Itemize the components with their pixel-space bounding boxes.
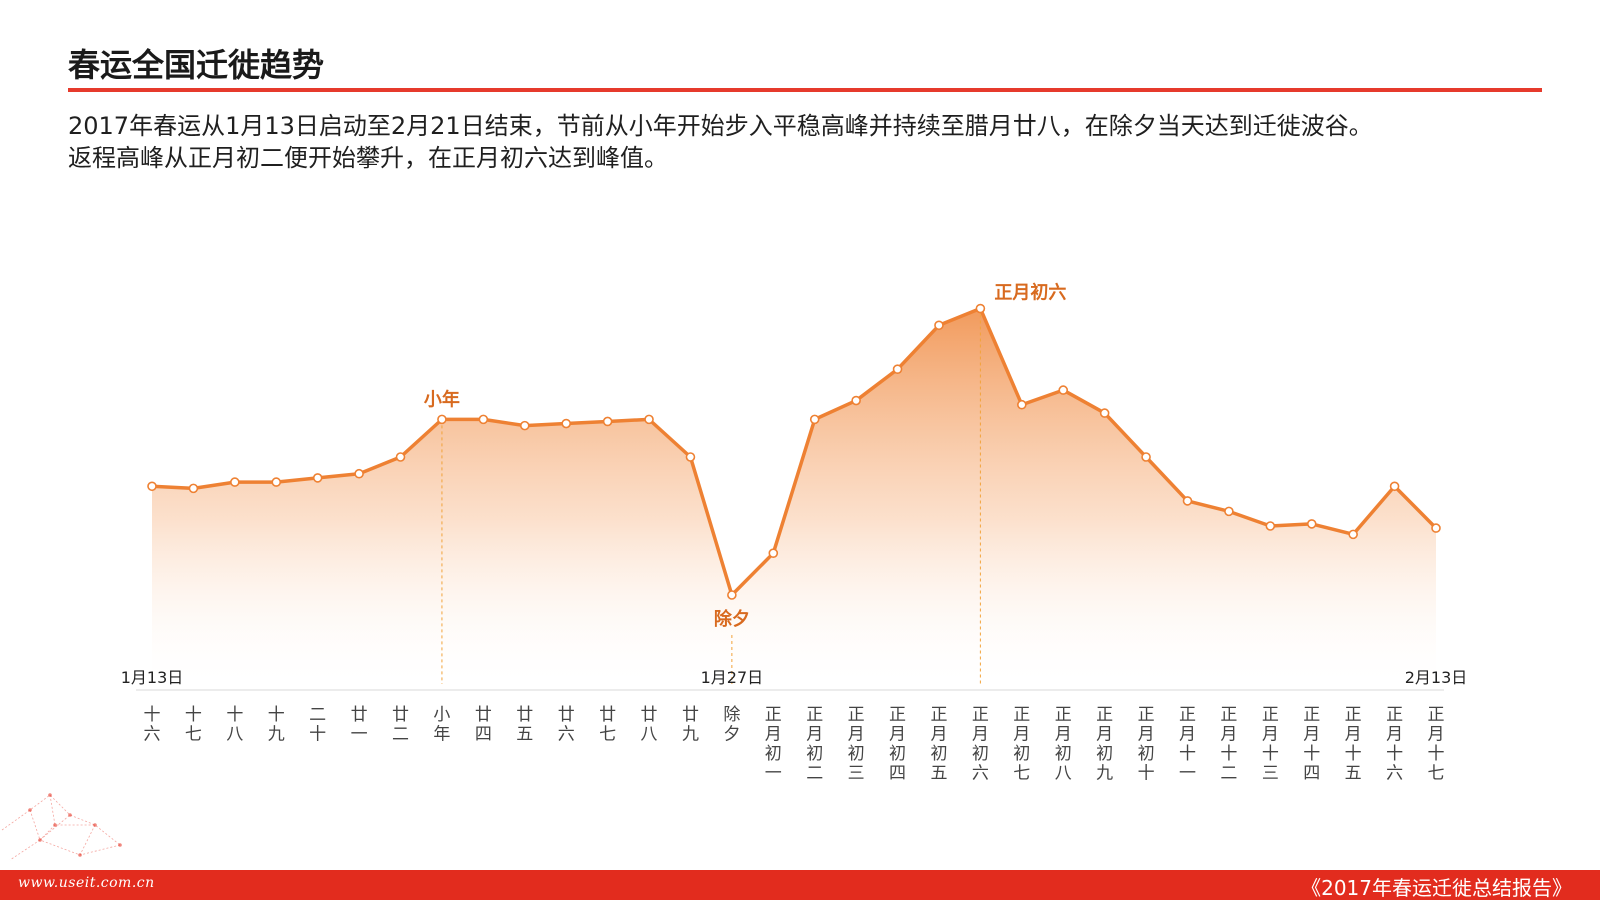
data-point bbox=[975, 303, 986, 314]
x-tick-label: 廿八 bbox=[641, 705, 658, 745]
data-point bbox=[1265, 521, 1276, 531]
data-point bbox=[1099, 408, 1110, 418]
x-tick-label: 正月十二 bbox=[1220, 705, 1237, 784]
data-point bbox=[561, 418, 571, 429]
data-point bbox=[437, 414, 447, 425]
annotation-label: 小年 bbox=[424, 388, 460, 410]
data-point bbox=[644, 414, 654, 425]
series-line bbox=[151, 306, 1438, 597]
annotation-label: 正月初六 bbox=[994, 282, 1066, 304]
footer-report-title: 《2017年春运迁徙总结报告》 bbox=[1301, 876, 1572, 900]
x-tick-label: 正月十三 bbox=[1262, 705, 1279, 784]
x-tick-label: 廿一 bbox=[351, 705, 368, 745]
description-line-1: 2017年春运从1月13日启动至2月21日结束，节前从小年开始步入平稳高峰并持续… bbox=[68, 112, 1373, 140]
footer-bar bbox=[0, 870, 1600, 900]
data-point bbox=[727, 590, 737, 600]
x-tick-label: 正月初十 bbox=[1138, 705, 1155, 784]
annotation-label: 除夕 bbox=[714, 608, 750, 630]
x-tick-label: 正月十四 bbox=[1303, 705, 1320, 784]
x-tick-label: 正月十六 bbox=[1386, 705, 1403, 784]
page-title: 春运全国迁徙趋势 bbox=[68, 46, 325, 84]
x-tick-label: 廿二 bbox=[392, 705, 409, 745]
data-point bbox=[892, 364, 903, 374]
x-tick-label: 正月初八 bbox=[1055, 705, 1072, 784]
x-tick-label: 廿五 bbox=[516, 705, 533, 745]
date-label: 1月13日 bbox=[121, 668, 184, 687]
x-tick-label: 除夕 bbox=[723, 705, 740, 745]
x-tick-label: 二十 bbox=[309, 705, 326, 745]
x-tick-label: 正月初一 bbox=[765, 705, 782, 784]
data-point bbox=[312, 473, 323, 483]
data-point bbox=[809, 414, 820, 425]
data-point bbox=[271, 477, 282, 487]
date-label: 1月27日 bbox=[701, 668, 764, 687]
title-underline bbox=[68, 88, 1542, 92]
data-point bbox=[1306, 519, 1317, 529]
data-point bbox=[602, 416, 613, 427]
x-tick-label: 十六 bbox=[144, 705, 161, 745]
x-tick-label: 正月初九 bbox=[1096, 705, 1113, 784]
x-tick-label: 正月初七 bbox=[1013, 705, 1030, 784]
x-tick-label: 小年 bbox=[433, 705, 450, 745]
date-label: 2月13日 bbox=[1405, 668, 1468, 687]
x-tick-label: 正月初三 bbox=[848, 705, 865, 784]
data-point bbox=[1224, 506, 1234, 517]
data-point bbox=[230, 477, 240, 487]
data-point bbox=[1141, 452, 1151, 462]
data-point bbox=[188, 483, 199, 494]
network-decoration-icon bbox=[1, 793, 122, 861]
x-tick-label: 正月十五 bbox=[1345, 705, 1362, 784]
data-point bbox=[1348, 529, 1358, 540]
series-area bbox=[152, 308, 1436, 690]
data-point bbox=[1431, 523, 1441, 533]
data-point bbox=[768, 548, 779, 558]
data-point bbox=[1058, 385, 1069, 395]
data-point bbox=[1389, 481, 1400, 492]
description-line-2: 返程高峰从正月初二便开始攀升，在正月初六达到峰值。 bbox=[68, 144, 668, 172]
x-tick-label: 正月初六 bbox=[972, 705, 989, 784]
x-tick-label: 廿四 bbox=[475, 705, 492, 745]
x-tick-label: 十七 bbox=[185, 705, 202, 745]
description: 2017年春运从1月13日启动至2月21日结束，节前从小年开始步入平稳高峰并持续… bbox=[68, 110, 1548, 174]
data-point bbox=[1182, 496, 1193, 506]
x-tick-label: 正月初五 bbox=[930, 705, 947, 784]
data-point bbox=[685, 452, 696, 462]
data-point bbox=[934, 320, 944, 331]
data-point bbox=[478, 414, 489, 425]
x-tick-label: 廿六 bbox=[558, 705, 575, 745]
x-tick-label: 正月十七 bbox=[1428, 705, 1445, 784]
x-tick-label: 廿九 bbox=[682, 705, 699, 745]
x-tick-label: 十八 bbox=[226, 705, 243, 745]
data-point bbox=[147, 481, 157, 492]
footer-url: www.useit.com.cn bbox=[18, 875, 155, 891]
x-tick-label: 十九 bbox=[268, 705, 285, 745]
x-tick-label: 正月十一 bbox=[1179, 705, 1196, 784]
data-point bbox=[851, 395, 861, 406]
x-tick-label: 正月初四 bbox=[889, 705, 906, 784]
data-point bbox=[1017, 399, 1027, 410]
x-tick-label: 廿七 bbox=[599, 705, 616, 745]
data-point bbox=[395, 452, 406, 462]
data-point bbox=[354, 468, 364, 479]
x-tick-label: 正月初二 bbox=[806, 705, 823, 784]
data-point bbox=[519, 420, 530, 431]
